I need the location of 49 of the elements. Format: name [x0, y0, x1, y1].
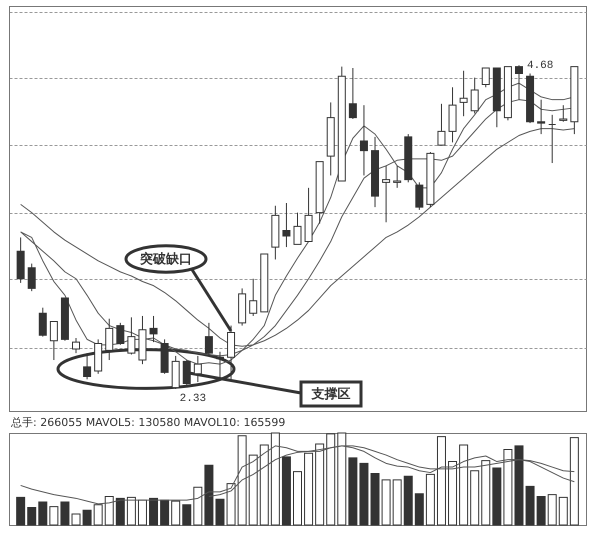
- candlestick: [437, 103, 446, 146]
- annotation: 2.33: [180, 392, 206, 405]
- candlestick: [460, 70, 468, 117]
- candlestick: [38, 307, 47, 338]
- candlestick: [393, 165, 402, 188]
- candlestick: [382, 165, 390, 223]
- bar: [536, 496, 546, 526]
- bar: [182, 504, 192, 526]
- bar: [215, 498, 224, 526]
- bar: [492, 467, 502, 526]
- candlestick: [482, 67, 490, 88]
- bar: [404, 476, 413, 526]
- candlestick: [50, 320, 58, 361]
- candlestick: [548, 114, 556, 164]
- bar: [160, 500, 170, 526]
- bar: [27, 507, 36, 526]
- bar: [526, 486, 535, 526]
- candlestick: [249, 278, 258, 316]
- candlestick: [514, 64, 523, 100]
- candlestick: [559, 104, 568, 122]
- bar: [348, 457, 358, 526]
- candlestick: [282, 202, 290, 248]
- bar: [370, 472, 380, 526]
- candlestick: [116, 322, 124, 346]
- bar: [282, 456, 291, 526]
- candlestick: [537, 99, 546, 135]
- candlestick: [348, 67, 357, 120]
- candlestick: [415, 182, 424, 210]
- bar: [514, 445, 524, 526]
- bar: [38, 502, 48, 526]
- annotation: 支撑区: [310, 387, 350, 402]
- candlestick: [83, 352, 92, 380]
- annotation: 突破缺口: [139, 251, 192, 267]
- annotation: 4.68: [526, 60, 554, 72]
- bar: [359, 462, 368, 526]
- bar: [16, 496, 26, 526]
- bar: [116, 498, 125, 526]
- candlestick: [150, 315, 158, 343]
- bar: [149, 498, 158, 526]
- candlestick: [360, 104, 368, 176]
- bar: [414, 493, 424, 526]
- candlestick: [294, 212, 302, 245]
- candlestick: [72, 337, 80, 354]
- bar: [82, 510, 92, 526]
- bar: [204, 464, 214, 526]
- bar: [60, 502, 70, 526]
- candlestick: [470, 77, 479, 114]
- text: 总手: 266055 MAVOL5: 130580 MAVOL10: 165599: [10, 416, 286, 429]
- candlestick: [28, 263, 36, 292]
